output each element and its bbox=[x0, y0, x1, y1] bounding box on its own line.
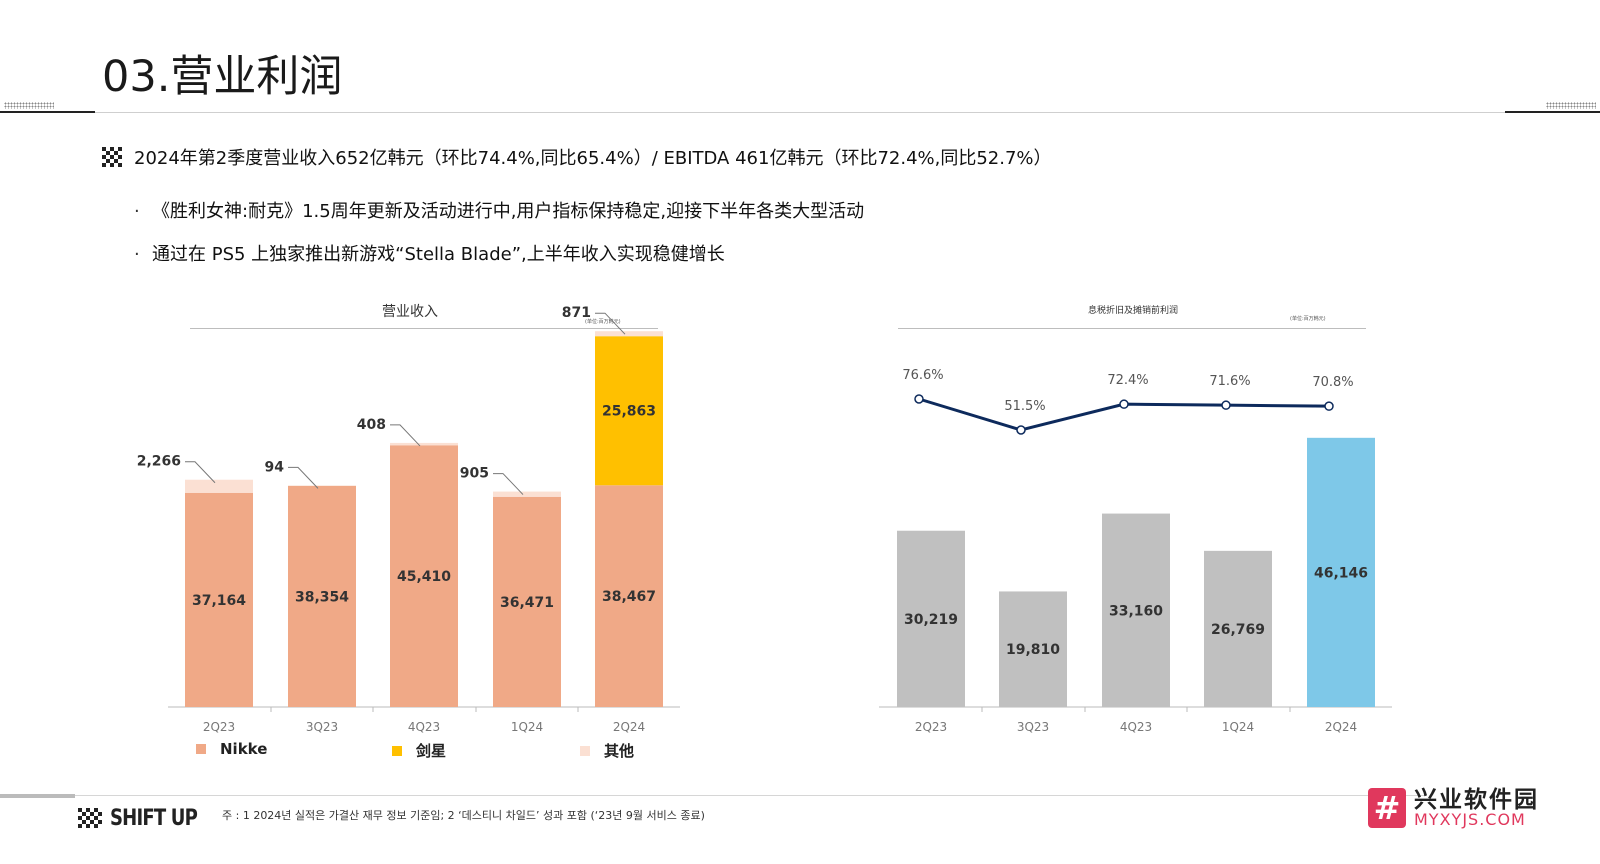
ebitda-data-label: 30,219 bbox=[904, 612, 958, 628]
revenue-bar-其他-4Q23 bbox=[390, 442, 458, 446]
ebitda-margin-point bbox=[1119, 399, 1129, 409]
bullet-text: 通过在 PS5 上独家推出新游戏“Stella Blade”,上半年收入实现稳健… bbox=[152, 244, 725, 265]
ebitda-category-label: 2Q24 bbox=[1325, 720, 1357, 734]
revenue-data-label: 36,471 bbox=[500, 595, 554, 611]
legend-swatch-nikke bbox=[196, 744, 206, 754]
headline-text: 2024年第2季度营业收入652亿韩元（环比74.4%,同比65.4%）/ EB… bbox=[134, 148, 1052, 169]
ebitda-margin-point bbox=[1221, 400, 1231, 410]
legend-swatch-stellar-blade bbox=[392, 745, 402, 756]
ebitda-category-label: 1Q24 bbox=[1222, 720, 1254, 734]
ebitda-bar-2Q24 bbox=[1307, 437, 1375, 707]
watermark-en: MYXYJS.COM bbox=[1414, 810, 1526, 830]
ebitda-margin-point bbox=[1016, 425, 1026, 435]
logo-checker-icon bbox=[78, 807, 102, 828]
revenue-bar-其他-1Q24 bbox=[493, 491, 561, 497]
revenue-other-label: 871 bbox=[562, 305, 591, 321]
legend-item-stellar-blade: 剑星 bbox=[392, 740, 446, 761]
revenue-category-label: 4Q23 bbox=[408, 720, 440, 734]
revenue-bar-Nikke-1Q24 bbox=[493, 496, 561, 707]
ebitda-category-label: 3Q23 bbox=[1017, 720, 1049, 734]
revenue-chart-title: 营业收入 bbox=[382, 304, 438, 320]
title-rule-left bbox=[0, 111, 95, 113]
revenue-category-label: 1Q24 bbox=[511, 720, 543, 734]
ebitda-margin-label: 70.8% bbox=[1312, 375, 1353, 390]
legend-item-nikke: Nikke bbox=[196, 740, 267, 758]
title-rule-right bbox=[1505, 111, 1600, 113]
revenue-chart-rule bbox=[190, 328, 658, 329]
ebitda-margin-label: 71.6% bbox=[1209, 374, 1250, 389]
legend-label-other: 其他 bbox=[604, 742, 635, 760]
revenue-other-leader bbox=[595, 312, 626, 335]
revenue-bar-剑星-2Q24 bbox=[595, 336, 663, 486]
legend-label-stellar-blade: 剑星 bbox=[416, 742, 447, 760]
bullet-text: 《胜利女神:耐克》1.5周年更新及活动进行中,用户指标保持稳定,迎接下半年各类大… bbox=[152, 201, 865, 222]
ebitda-margin-label: 51.5% bbox=[1004, 399, 1045, 414]
revenue-other-leader bbox=[390, 424, 421, 447]
ebitda-category-label: 2Q23 bbox=[915, 720, 947, 734]
revenue-other-leader bbox=[288, 466, 319, 489]
revenue-bar-其他-2Q23 bbox=[185, 479, 253, 493]
ebitda-bar-2Q23 bbox=[897, 530, 965, 707]
ebitda-bar-1Q24 bbox=[1204, 550, 1272, 707]
footer-rule bbox=[75, 795, 1425, 796]
ebitda-chart-rule bbox=[898, 328, 1366, 329]
ebitda-margin-label: 76.6% bbox=[902, 368, 943, 383]
ebitda-category-label: 4Q23 bbox=[1120, 720, 1152, 734]
footer-accent-bar bbox=[0, 794, 75, 798]
company-logo: SHIFT UP bbox=[78, 806, 216, 831]
ebitda-bar-4Q23 bbox=[1102, 513, 1170, 707]
revenue-data-label: 25,863 bbox=[602, 404, 656, 420]
ebitda-data-label: 19,810 bbox=[1006, 642, 1060, 658]
checker-flag-icon bbox=[102, 147, 122, 167]
revenue-bar-其他-2Q24 bbox=[595, 331, 663, 337]
revenue-bar-Nikke-2Q24 bbox=[595, 485, 663, 707]
headline: 2024年第2季度营业收入652亿韩元（环比74.4%,同比65.4%）/ EB… bbox=[102, 144, 1052, 170]
revenue-other-label: 905 bbox=[460, 466, 489, 482]
ebitda-chart-unit: (单位:百万韩元) bbox=[1290, 316, 1326, 322]
bullet-item: · 通过在 PS5 上独家推出新游戏“Stella Blade”,上半年收入实现稳… bbox=[134, 244, 725, 265]
ebitda-chart-title: 息税折旧及摊销前利润 bbox=[1087, 306, 1178, 316]
watermark: # 兴业软件园 MYXYJS.COM bbox=[1368, 788, 1539, 829]
revenue-other-leader bbox=[493, 473, 524, 495]
revenue-category-label: 2Q23 bbox=[203, 720, 235, 734]
bullet-item: · 《胜利女神:耐克》1.5周年更新及活动进行中,用户指标保持稳定,迎接下半年各类… bbox=[134, 201, 865, 222]
revenue-bar-Nikke-4Q23 bbox=[390, 445, 458, 707]
legend-swatch-other bbox=[580, 745, 590, 756]
revenue-data-label: 38,354 bbox=[295, 589, 349, 605]
watermark-cn: 兴业软件园 bbox=[1414, 787, 1539, 813]
revenue-category-label: 3Q23 bbox=[306, 720, 338, 734]
legend-label-nikke: Nikke bbox=[220, 740, 268, 758]
watermark-hash-icon: # bbox=[1368, 788, 1406, 829]
dot-pattern-left bbox=[4, 102, 54, 109]
revenue-other-label: 94 bbox=[265, 459, 285, 475]
footnote: 주 : 1 2024년 실적은 가결산 재무 정보 기준임; 2 ‘데스티니 차… bbox=[222, 809, 705, 822]
ebitda-data-label: 33,160 bbox=[1109, 603, 1163, 619]
dot-pattern-right bbox=[1546, 102, 1596, 109]
revenue-chart-unit: (单位:百万韩元) bbox=[585, 319, 621, 325]
revenue-other-label: 408 bbox=[357, 417, 386, 433]
page-title: 03.营业利润 bbox=[102, 52, 343, 102]
revenue-data-label: 37,164 bbox=[192, 593, 246, 609]
title-rule bbox=[95, 112, 1505, 113]
revenue-other-label: 2,266 bbox=[137, 454, 181, 470]
logo-text: SHIFT UP bbox=[110, 806, 198, 831]
legend-item-other: 其他 bbox=[580, 740, 634, 761]
revenue-bar-其他-3Q23 bbox=[288, 485, 356, 486]
revenue-other-leader bbox=[185, 461, 216, 484]
revenue-data-label: 45,410 bbox=[397, 569, 451, 585]
revenue-bar-Nikke-3Q23 bbox=[288, 485, 356, 707]
revenue-data-label: 38,467 bbox=[602, 589, 656, 605]
ebitda-bar-3Q23 bbox=[999, 591, 1067, 707]
ebitda-margin-label: 72.4% bbox=[1107, 373, 1148, 388]
revenue-bar-Nikke-2Q23 bbox=[185, 492, 253, 707]
revenue-category-label: 2Q24 bbox=[613, 720, 645, 734]
ebitda-margin-point bbox=[1324, 401, 1334, 411]
ebitda-margin-point bbox=[914, 394, 924, 404]
ebitda-data-label: 46,146 bbox=[1314, 565, 1368, 581]
ebitda-data-label: 26,769 bbox=[1211, 622, 1265, 638]
